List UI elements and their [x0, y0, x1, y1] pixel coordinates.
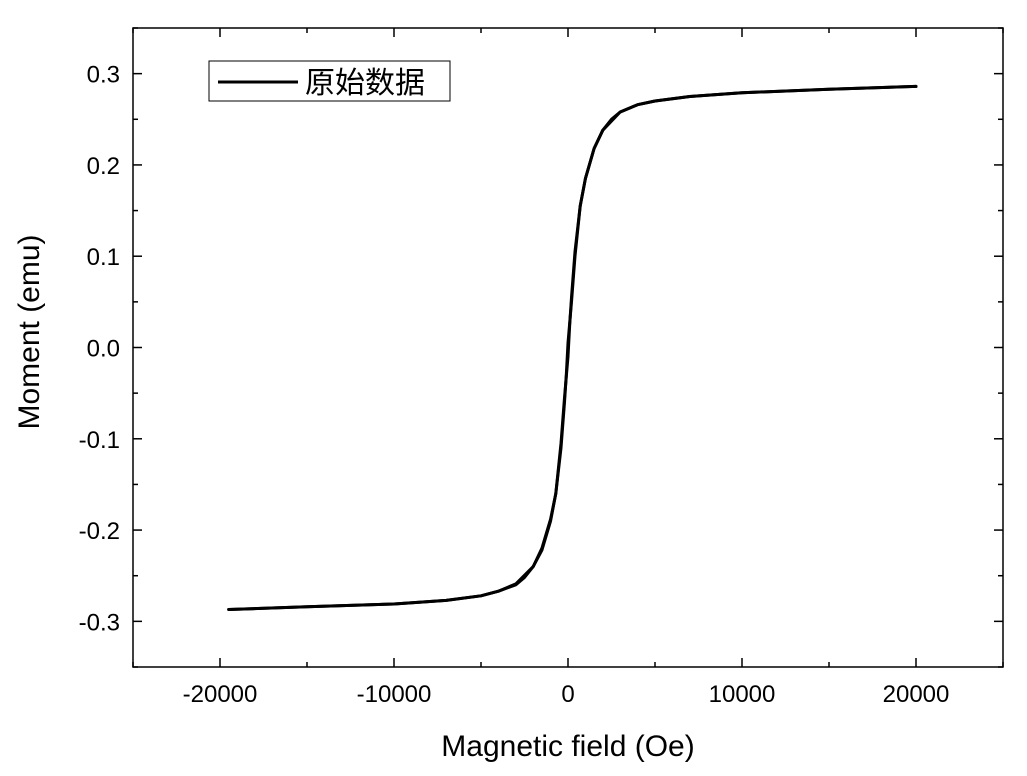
x-tick-label: 20000 [883, 681, 950, 708]
x-tick-label: -10000 [357, 681, 432, 708]
x-tick-label: 0 [561, 681, 574, 708]
legend-box [208, 60, 451, 102]
x-tick-label: -20000 [183, 681, 258, 708]
x-tick-label: 10000 [709, 681, 776, 708]
x-axis-title: Magnetic field (Oe) [441, 730, 694, 763]
y-axis-ticks: -0.3 -0.2 -0.1 0.0 0.1 0.2 0.3 [79, 27, 1003, 668]
loop-branch-descending [227, 84, 918, 611]
loop-branch-ascending [227, 84, 918, 611]
legend-label: 原始数据 [305, 66, 425, 101]
data-layer [227, 84, 918, 611]
y-tick-label: -0.3 [79, 609, 120, 636]
legend: 原始数据 [208, 60, 451, 102]
y-axis-title: Moment (emu) [13, 234, 46, 429]
y-tick-label: -0.2 [79, 518, 120, 545]
y-tick-label: 0.1 [87, 244, 120, 271]
x-axis-ticks: -20000 -10000 0 10000 20000 [132, 28, 1004, 708]
y-tick-label: 0.2 [87, 153, 120, 180]
y-tick-label: 0.0 [87, 336, 120, 363]
y-tick-label: -0.1 [79, 427, 120, 454]
y-tick-label: 0.3 [87, 62, 120, 89]
